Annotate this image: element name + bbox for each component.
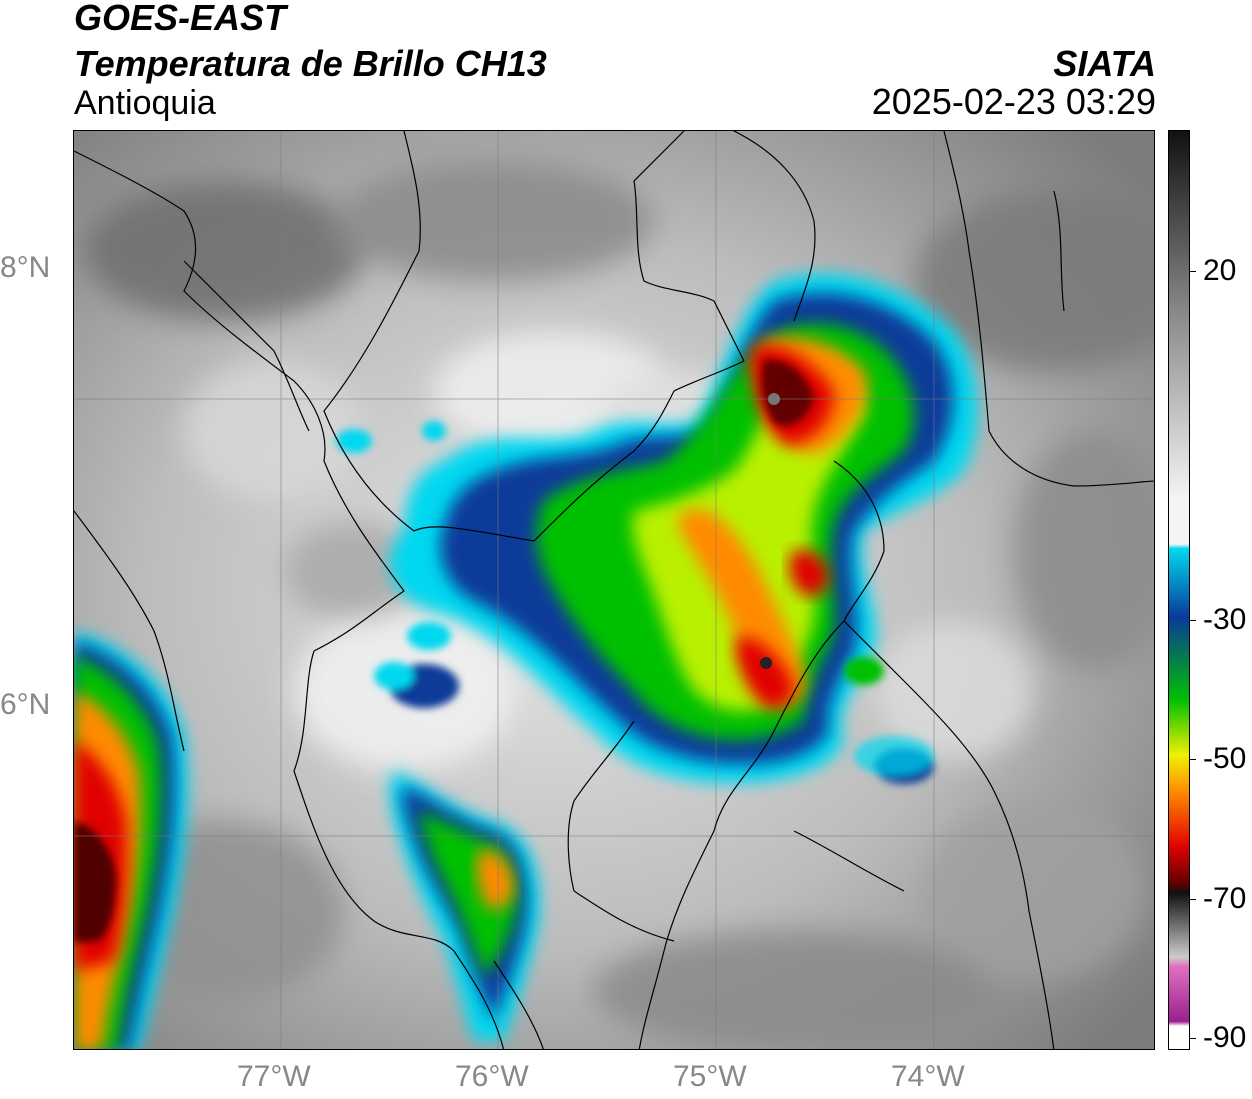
colorbar <box>1168 130 1190 1050</box>
organization-label: SIATA <box>1053 43 1156 84</box>
datetime-label: 2025-02-23 03:29 <box>871 81 1156 122</box>
lon-label-76w: 76°W <box>455 1060 529 1093</box>
colorbar-tick-minus50 <box>1190 759 1196 760</box>
lon-label-77w: 77°W <box>237 1060 311 1093</box>
satellite-map <box>73 130 1155 1050</box>
colorbar-label-minus90: -90 <box>1203 1021 1247 1054</box>
colorbar-label-minus50: -50 <box>1203 742 1247 775</box>
colorbar-label-20: 20 <box>1203 254 1237 287</box>
gridlines <box>74 131 1154 1049</box>
colorbar-label-minus30: -30 <box>1203 603 1247 636</box>
lat-label-8n: 8°N <box>0 251 51 284</box>
product-title: Temperatura de Brillo CH13 <box>74 43 547 84</box>
convective-storm-main <box>389 273 978 784</box>
lat-label-6n: 6°N <box>0 688 51 721</box>
scattered-cells <box>336 421 934 784</box>
colorbar-label-minus70: -70 <box>1203 882 1247 915</box>
colorbar-tick-minus70 <box>1190 899 1196 900</box>
lon-label-75w: 75°W <box>673 1060 747 1093</box>
region-label: Antioquia <box>74 84 216 122</box>
convective-storm-west <box>74 631 188 1049</box>
colorbar-tick-minus30 <box>1190 620 1196 621</box>
colorbar-tick-minus90 <box>1190 1038 1196 1039</box>
lon-label-74w: 74°W <box>891 1060 965 1093</box>
map-canvas <box>74 131 1154 1049</box>
colorbar-tick-20 <box>1190 271 1196 272</box>
satellite-title: GOES-EAST <box>74 0 287 38</box>
borders <box>74 131 1154 1049</box>
